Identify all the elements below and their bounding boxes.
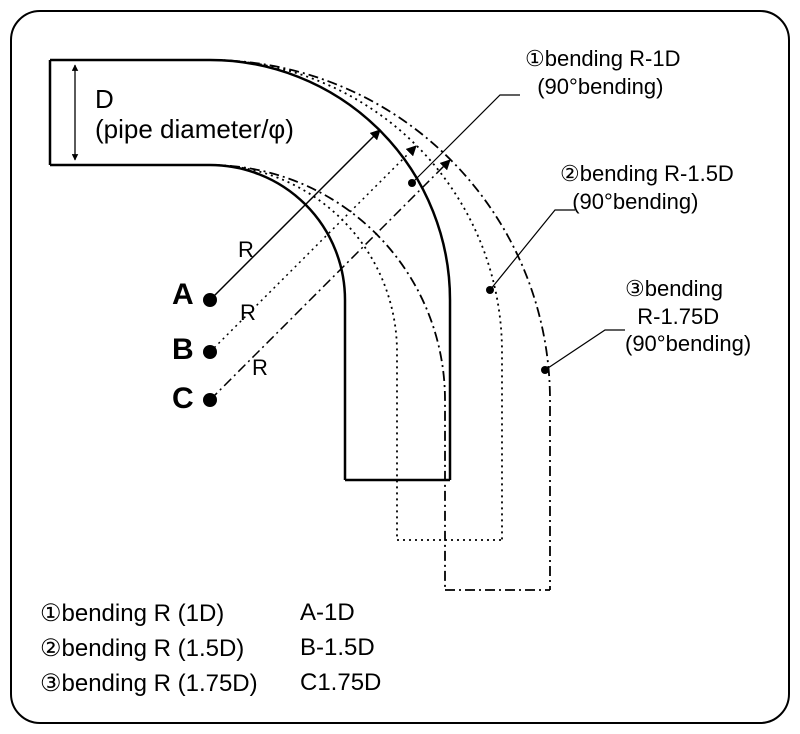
legend-row-2-col2: B-1.5D: [300, 634, 375, 663]
callout-1: ①bending R-1D (90°bending): [525, 45, 680, 100]
d-label-sub: (pipe diameter/φ): [95, 114, 294, 144]
callout-3: ③bending R-1.75D (90°bending): [625, 275, 751, 358]
legend-row-2-col1: ②bending R (1.5D): [40, 634, 300, 663]
callout-1-line2: (90°bending): [537, 74, 663, 99]
d-label: D (pipe diameter/φ): [95, 85, 294, 145]
legend-row-3-col1: ③bending R (1.75D): [40, 669, 300, 698]
legend-row-1: ①bending R (1D) A-1D: [40, 599, 381, 628]
center-c-label: C: [172, 382, 194, 416]
legend: ①bending R (1D) A-1D ②bending R (1.5D) B…: [40, 599, 381, 704]
legend-row-3-col2: C1.75D: [300, 669, 381, 698]
callout-3-line3: (90°bending): [625, 331, 751, 356]
legend-row-3: ③bending R (1.75D) C1.75D: [40, 669, 381, 698]
d-label-letter: D: [95, 84, 114, 114]
callout-2-line2: (90°bending): [572, 189, 698, 214]
r-label-a: R: [238, 237, 254, 263]
legend-row-2: ②bending R (1.5D) B-1.5D: [40, 634, 381, 663]
radius-c: [210, 160, 450, 400]
callout-3-leader: [541, 330, 625, 374]
center-a-label: A: [172, 278, 194, 312]
r-label-c: R: [252, 355, 268, 381]
callout-3-line1: ③bending: [625, 276, 723, 301]
callout-2: ②bending R-1.5D (90°bending): [560, 160, 734, 215]
callout-1-line1: ①bending R-1D: [525, 46, 680, 71]
legend-row-1-col1: ①bending R (1D): [40, 599, 300, 628]
center-b-label: B: [172, 333, 194, 367]
callout-3-line2: R-1.75D: [637, 304, 719, 329]
callout-2-line1: ②bending R-1.5D: [560, 161, 734, 186]
r-label-b: R: [240, 300, 256, 326]
legend-row-1-col2: A-1D: [300, 599, 355, 628]
